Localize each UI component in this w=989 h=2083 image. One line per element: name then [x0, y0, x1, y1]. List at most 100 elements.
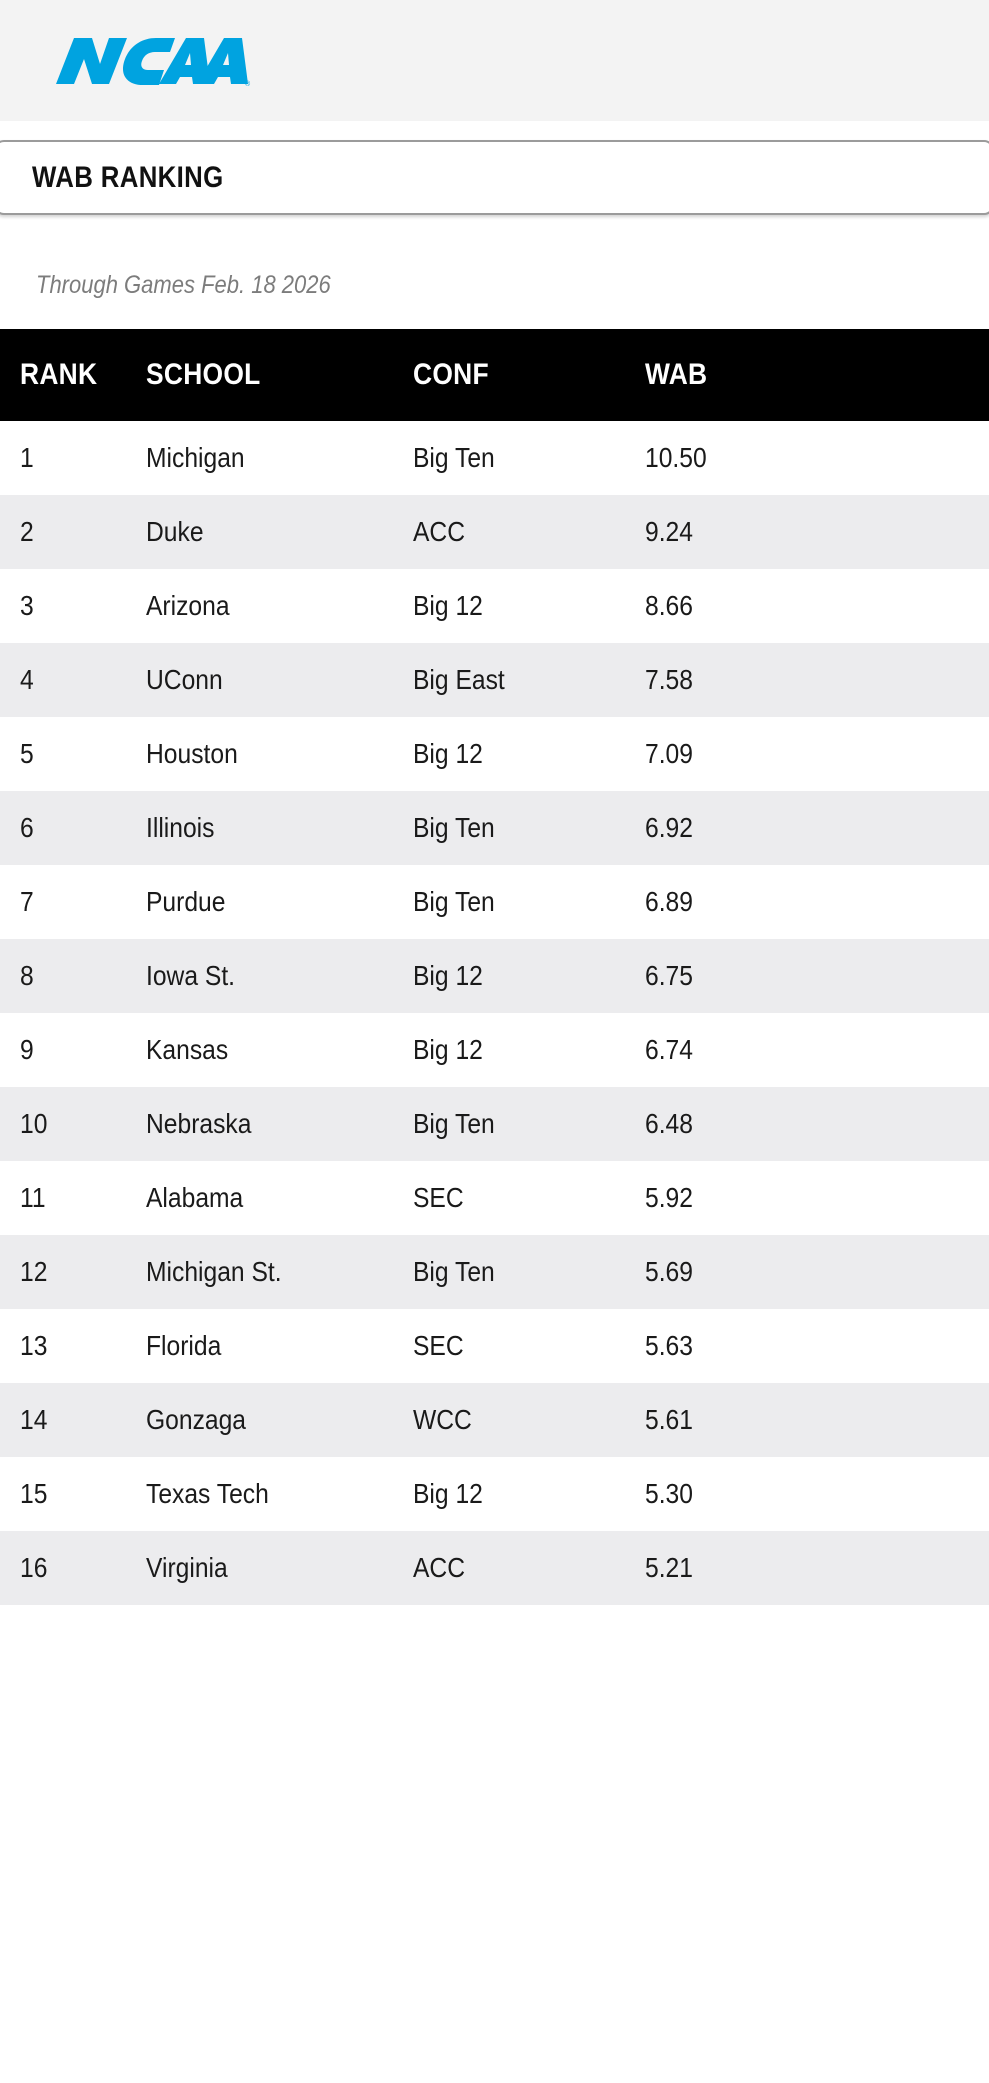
cell-school-label: Gonzaga — [146, 1404, 247, 1435]
cell-school-label: Alabama — [146, 1182, 244, 1213]
cell-rank-label: 5 — [20, 738, 34, 769]
column-header-conf-label: CONF — [413, 358, 489, 391]
cell-conf: Big 12 — [413, 1013, 645, 1087]
cell-school-label: Iowa St. — [146, 960, 236, 991]
table-row[interactable]: 14 Gonzaga WCC 5.61 — [0, 1383, 989, 1457]
cell-wab-label: 6.75 — [645, 960, 693, 991]
cell-school: Michigan — [128, 421, 413, 495]
cell-school-label: UConn — [146, 664, 223, 695]
cell-school: Duke — [128, 495, 413, 569]
ranking-type-select[interactable]: WAB RANKING — [0, 140, 989, 215]
ranking-selector-region: WAB RANKING — [0, 121, 989, 241]
cell-wab-label: 6.89 — [645, 886, 693, 917]
cell-conf: SEC — [413, 1309, 645, 1383]
cell-rank-label: 3 — [20, 590, 34, 621]
table-row[interactable]: 15 Texas Tech Big 12 5.30 — [0, 1457, 989, 1531]
table-row[interactable]: 8 Iowa St. Big 12 6.75 — [0, 939, 989, 1013]
cell-conf-label: Big 12 — [413, 1034, 483, 1065]
cell-conf: ACC — [413, 495, 645, 569]
cell-wab: 7.58 — [645, 643, 989, 717]
cell-wab: 6.74 — [645, 1013, 989, 1087]
cell-school: Michigan St. — [128, 1235, 413, 1309]
column-header-conf[interactable]: CONF — [413, 329, 645, 421]
ranking-type-selected-value: WAB RANKING — [32, 160, 224, 194]
cell-school: Virginia — [128, 1531, 413, 1605]
cell-conf: Big Ten — [413, 1087, 645, 1161]
cell-rank: 1 — [0, 421, 128, 495]
cell-school-label: Illinois — [146, 812, 215, 843]
cell-rank-label: 9 — [20, 1034, 34, 1065]
cell-conf-label: Big East — [413, 664, 505, 695]
table-header-row: RANK SCHOOL CONF WAB — [0, 329, 989, 421]
cell-school: Kansas — [128, 1013, 413, 1087]
table-row[interactable]: 12 Michigan St. Big Ten 5.69 — [0, 1235, 989, 1309]
cell-conf-label: ACC — [413, 1552, 466, 1583]
table-row[interactable]: 2 Duke ACC 9.24 — [0, 495, 989, 569]
cell-conf: Big Ten — [413, 421, 645, 495]
table-row[interactable]: 13 Florida SEC 5.63 — [0, 1309, 989, 1383]
cell-school: Arizona — [128, 569, 413, 643]
cell-school: Gonzaga — [128, 1383, 413, 1457]
table-row[interactable]: 9 Kansas Big 12 6.74 — [0, 1013, 989, 1087]
cell-rank: 2 — [0, 495, 128, 569]
cell-wab: 10.50 — [645, 421, 989, 495]
cell-rank: 7 — [0, 865, 128, 939]
cell-wab: 5.92 — [645, 1161, 989, 1235]
cell-rank-label: 10 — [20, 1108, 48, 1139]
cell-wab: 9.24 — [645, 495, 989, 569]
through-games-date: Through Games Feb. 18 2026 — [36, 270, 331, 299]
cell-rank: 14 — [0, 1383, 128, 1457]
cell-school-label: Duke — [146, 516, 204, 547]
cell-rank-label: 16 — [20, 1552, 48, 1583]
cell-conf: SEC — [413, 1161, 645, 1235]
table-row[interactable]: 7 Purdue Big Ten 6.89 — [0, 865, 989, 939]
cell-rank: 12 — [0, 1235, 128, 1309]
cell-rank-label: 4 — [20, 664, 34, 695]
table-row[interactable]: 1 Michigan Big Ten 10.50 — [0, 421, 989, 495]
subtitle-region: Through Games Feb. 18 2026 — [0, 241, 989, 329]
table-row[interactable]: 4 UConn Big East 7.58 — [0, 643, 989, 717]
cell-wab: 5.63 — [645, 1309, 989, 1383]
cell-conf-label: Big Ten — [413, 1256, 495, 1287]
table-row[interactable]: 16 Virginia ACC 5.21 — [0, 1531, 989, 1605]
column-header-school[interactable]: SCHOOL — [128, 329, 413, 421]
table-row[interactable]: 11 Alabama SEC 5.92 — [0, 1161, 989, 1235]
column-header-rank[interactable]: RANK — [0, 329, 128, 421]
registered-trademark-icon: ® — [245, 80, 251, 88]
cell-rank-label: 2 — [20, 516, 34, 547]
cell-school-label: Michigan St. — [146, 1256, 282, 1287]
cell-conf-label: Big Ten — [413, 886, 495, 917]
cell-wab: 6.48 — [645, 1087, 989, 1161]
cell-conf-label: Big 12 — [413, 590, 483, 621]
table-row[interactable]: 3 Arizona Big 12 8.66 — [0, 569, 989, 643]
cell-conf: Big Ten — [413, 865, 645, 939]
table-row[interactable]: 10 Nebraska Big Ten 6.48 — [0, 1087, 989, 1161]
cell-wab: 5.21 — [645, 1531, 989, 1605]
cell-conf-label: Big Ten — [413, 442, 495, 473]
table-row[interactable]: 6 Illinois Big Ten 6.92 — [0, 791, 989, 865]
cell-school-label: Nebraska — [146, 1108, 252, 1139]
cell-rank-label: 6 — [20, 812, 34, 843]
cell-rank: 3 — [0, 569, 128, 643]
cell-school: Iowa St. — [128, 939, 413, 1013]
cell-wab: 5.61 — [645, 1383, 989, 1457]
cell-wab-label: 5.92 — [645, 1182, 693, 1213]
cell-wab-label: 5.21 — [645, 1552, 693, 1583]
cell-wab: 6.89 — [645, 865, 989, 939]
wab-ranking-table: RANK SCHOOL CONF WAB 1 Michigan Big Ten 10.… — [0, 329, 989, 1605]
cell-conf-label: WCC — [413, 1404, 472, 1435]
table-header: RANK SCHOOL CONF WAB — [0, 329, 989, 421]
cell-school: Houston — [128, 717, 413, 791]
cell-conf: Big 12 — [413, 717, 645, 791]
cell-rank-label: 12 — [20, 1256, 48, 1287]
cell-rank: 6 — [0, 791, 128, 865]
cell-school-label: Purdue — [146, 886, 226, 917]
cell-rank-label: 14 — [20, 1404, 48, 1435]
table-row[interactable]: 5 Houston Big 12 7.09 — [0, 717, 989, 791]
cell-wab-label: 9.24 — [645, 516, 693, 547]
column-header-wab[interactable]: WAB — [645, 329, 989, 421]
cell-wab-label: 5.63 — [645, 1330, 693, 1361]
cell-wab-label: 5.61 — [645, 1404, 693, 1435]
cell-school-label: Arizona — [146, 590, 230, 621]
ncaa-logo[interactable]: ® — [52, 30, 252, 92]
